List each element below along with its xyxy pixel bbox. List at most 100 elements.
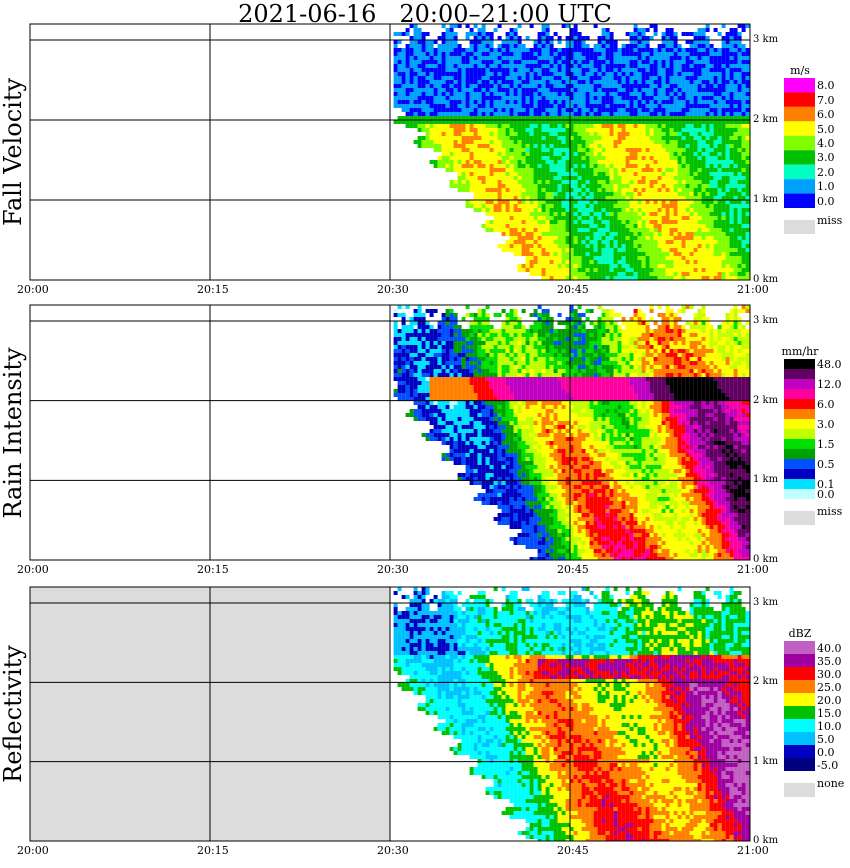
legend-swatch bbox=[784, 693, 815, 706]
panel-3-ylabel: Reflectivity bbox=[0, 645, 27, 783]
height-tick-label: 0 km bbox=[753, 835, 779, 846]
legend-missing-swatch bbox=[784, 783, 815, 797]
legend-label: 40.0 bbox=[817, 641, 842, 655]
legend-swatch bbox=[784, 719, 815, 732]
legend-missing-label: miss bbox=[817, 214, 843, 227]
height-tick-label: 1 km bbox=[753, 194, 779, 205]
height-tick-label: 1 km bbox=[753, 474, 779, 486]
legend-unit: m/s bbox=[790, 64, 810, 77]
grid-lines bbox=[30, 24, 750, 280]
legend-swatch bbox=[784, 379, 815, 389]
legend-label: 5.0 bbox=[817, 732, 835, 746]
legend-swatch bbox=[784, 92, 815, 107]
legend-swatch bbox=[784, 449, 815, 459]
legend-label: 8.0 bbox=[817, 79, 835, 93]
legend-swatch bbox=[784, 489, 815, 499]
x-tick-label: 20:15 bbox=[197, 563, 229, 576]
legend-swatch bbox=[784, 459, 815, 469]
legend-label: 0.1 bbox=[817, 478, 835, 491]
legend-swatch bbox=[784, 78, 815, 93]
chart-title: 2021-06-16 20:00–21:00 UTC bbox=[238, 0, 612, 28]
legend-label: 2.0 bbox=[817, 165, 835, 179]
legend-swatch bbox=[784, 745, 815, 758]
x-tick-label: 20:45 bbox=[557, 844, 589, 857]
legend-swatch bbox=[784, 164, 815, 180]
x-tick-label: 20:15 bbox=[197, 283, 229, 296]
legend bbox=[784, 78, 815, 234]
echo-field bbox=[393, 587, 750, 841]
height-tick-label: 0 km bbox=[753, 274, 779, 285]
legend-swatch bbox=[784, 641, 815, 654]
legend-label: 1.5 bbox=[817, 438, 835, 451]
legend-label: 0.0 bbox=[817, 745, 835, 759]
legend-label: 3.0 bbox=[817, 418, 835, 431]
legend-label: 3.0 bbox=[817, 151, 835, 165]
legend bbox=[784, 641, 815, 797]
legend-missing-swatch bbox=[784, 220, 815, 234]
legend-swatch bbox=[784, 758, 815, 771]
legend-swatch bbox=[784, 732, 815, 745]
legend-swatch bbox=[784, 135, 815, 151]
legend-swatch bbox=[784, 429, 815, 439]
panel-2 bbox=[29, 304, 815, 561]
x-tick-label: 20:45 bbox=[557, 563, 589, 576]
legend-label: 7.0 bbox=[817, 93, 835, 107]
panel-1 bbox=[29, 23, 815, 281]
echo-field bbox=[393, 24, 750, 280]
legend-label: 5.0 bbox=[817, 122, 835, 136]
x-tick-label: 20:30 bbox=[377, 283, 409, 296]
plot-frame bbox=[29, 304, 751, 561]
legend-label: 20.0 bbox=[817, 693, 842, 707]
height-tick-label: 2 km bbox=[753, 676, 779, 688]
legend-label: 30.0 bbox=[817, 667, 842, 681]
x-tick-label: 20:00 bbox=[17, 563, 49, 576]
legend-unit: dBZ bbox=[788, 627, 812, 640]
legend-label: 0.0 bbox=[817, 194, 835, 208]
x-tick-label: 21:00 bbox=[737, 563, 769, 576]
panel-2-ylabel: Rain Intensity bbox=[0, 346, 27, 519]
legend-swatch bbox=[784, 359, 815, 369]
x-tick-label: 20:30 bbox=[377, 563, 409, 576]
legend-swatch bbox=[784, 439, 815, 449]
legend-label: 25.0 bbox=[817, 680, 842, 694]
legend-swatch bbox=[784, 121, 815, 136]
height-tick-label: 3 km bbox=[753, 315, 779, 326]
legend-label: 48.0 bbox=[817, 358, 842, 371]
legend-label: 15.0 bbox=[817, 706, 842, 720]
x-tick-label: 20:15 bbox=[197, 844, 229, 857]
legend-swatch bbox=[784, 654, 815, 667]
x-tick-label: 21:00 bbox=[737, 844, 769, 857]
legend-label: 0.5 bbox=[817, 458, 835, 471]
height-tick-label: 0 km bbox=[753, 554, 779, 565]
legend-swatch bbox=[784, 409, 815, 419]
legend-swatch bbox=[784, 667, 815, 680]
legend-swatch bbox=[784, 179, 815, 194]
legend-swatch bbox=[784, 106, 815, 122]
legend-missing-swatch bbox=[784, 511, 815, 525]
height-tick-label: 1 km bbox=[753, 755, 779, 767]
legend-swatch bbox=[784, 150, 815, 165]
x-tick-label: 20:00 bbox=[17, 283, 49, 296]
height-tick-label: 3 km bbox=[753, 597, 779, 608]
legend-swatch bbox=[784, 469, 815, 479]
legend-missing-label: miss bbox=[817, 505, 843, 518]
legend bbox=[784, 359, 815, 525]
legend-label: 4.0 bbox=[817, 137, 835, 150]
panel-3 bbox=[29, 586, 815, 842]
plot-frame bbox=[29, 23, 751, 281]
legend-swatch bbox=[784, 389, 815, 399]
panel-1-ylabel: Fall Velocity bbox=[0, 77, 27, 227]
legend-swatch bbox=[784, 369, 815, 379]
legend-swatch bbox=[784, 680, 815, 693]
legend-swatch bbox=[784, 193, 815, 208]
legend-unit: mm/hr bbox=[781, 345, 819, 358]
legend-swatch bbox=[784, 479, 815, 489]
legend-label: 0.0 bbox=[817, 488, 835, 501]
legend-label: 6.0 bbox=[817, 108, 835, 122]
legend-swatch bbox=[784, 399, 815, 409]
legend-label: 6.0 bbox=[817, 398, 835, 411]
legend-label: 12.0 bbox=[817, 378, 842, 391]
legend-swatch bbox=[784, 706, 815, 719]
legend-swatch bbox=[784, 419, 815, 429]
